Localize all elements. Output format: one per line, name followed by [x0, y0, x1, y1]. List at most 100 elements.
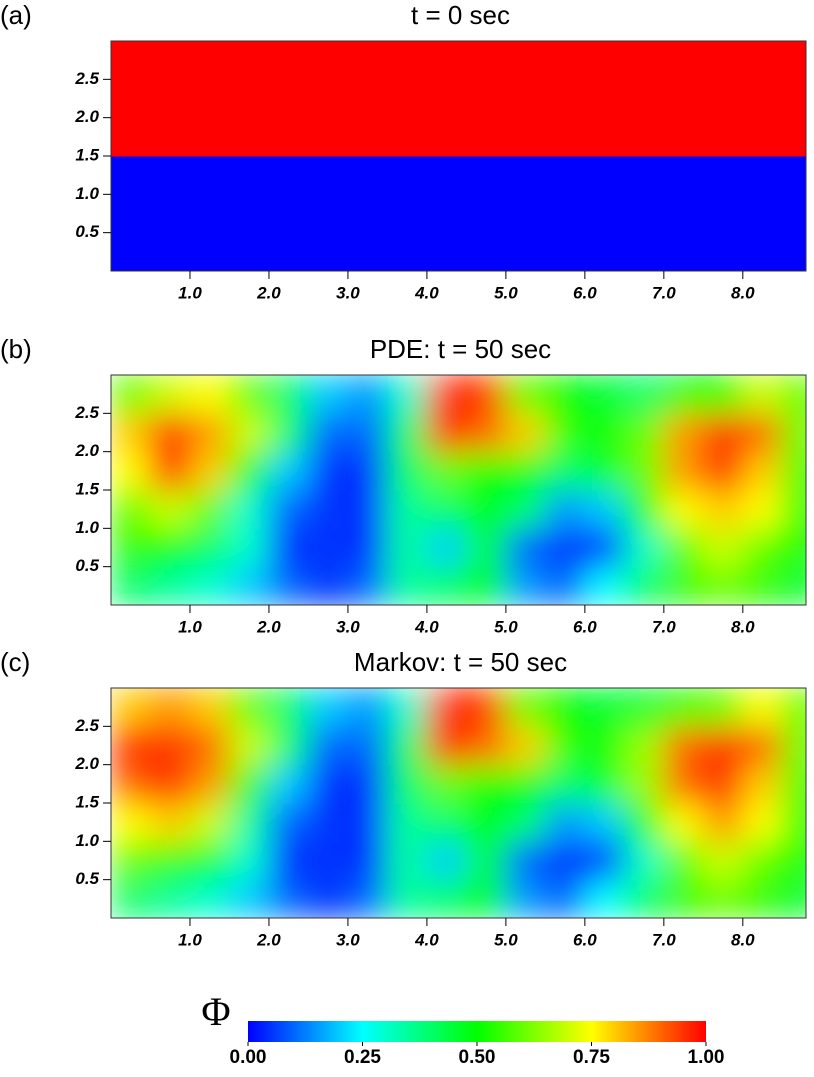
panel-label: (b) [0, 334, 32, 364]
cell [228, 155, 270, 195]
cell [781, 566, 806, 605]
cell [465, 117, 507, 157]
cell [189, 489, 230, 529]
cell [584, 527, 625, 568]
cell [505, 193, 546, 234]
x-tick-label: 3.0 [336, 617, 360, 636]
cell [228, 764, 270, 804]
cell [189, 193, 230, 234]
x-tick-label: 6.0 [573, 617, 597, 636]
cell [623, 489, 665, 529]
x-tick-label: 2.0 [256, 617, 281, 636]
cell [347, 489, 388, 529]
cell [544, 527, 586, 568]
cell [228, 375, 270, 414]
cell [111, 155, 151, 195]
cell [347, 840, 388, 881]
cell [465, 489, 507, 529]
y-tick-label: 1.5 [75, 479, 99, 498]
chart-title: Markov: t = 50 sec [354, 647, 567, 677]
cell [149, 802, 191, 842]
cell [111, 78, 151, 119]
y-tick-label: 1.0 [75, 184, 99, 203]
cell [189, 725, 230, 766]
panel-label: (a) [0, 0, 32, 30]
cell [702, 527, 744, 568]
cell [663, 489, 704, 529]
cell [111, 802, 151, 842]
cell [781, 193, 806, 234]
cell [623, 117, 665, 157]
cell [663, 527, 704, 568]
cell [111, 193, 151, 234]
cell [228, 41, 270, 80]
cell [544, 155, 586, 195]
cell [663, 117, 704, 157]
cell [742, 688, 783, 727]
y-tick-label: 2.5 [74, 403, 99, 422]
cell [426, 193, 467, 234]
cell [386, 193, 428, 234]
cell [702, 489, 744, 529]
cell [228, 527, 270, 568]
y-tick-label: 1.0 [75, 831, 99, 850]
cell [465, 527, 507, 568]
colorbar-tick-label: 0.75 [573, 1047, 610, 1068]
cell [702, 41, 744, 80]
cell [584, 688, 625, 727]
cell [111, 840, 151, 881]
cell [189, 566, 230, 605]
x-tick-label: 4.0 [414, 617, 439, 636]
cell [268, 688, 309, 727]
cell [111, 725, 151, 766]
cell [781, 375, 806, 414]
cell [584, 764, 625, 804]
y-tick-label: 0.5 [75, 556, 99, 575]
cell [189, 78, 230, 119]
cell [228, 802, 270, 842]
cell [742, 566, 783, 605]
colorbar-tick-label: 0.00 [230, 1047, 267, 1068]
cell [386, 155, 428, 195]
cell [465, 232, 507, 271]
cell [465, 566, 507, 605]
cell [228, 566, 270, 605]
cell [702, 840, 744, 881]
cell [742, 725, 783, 766]
cell [544, 451, 586, 491]
cell [584, 489, 625, 529]
cell [386, 41, 428, 80]
x-tick-label: 7.0 [652, 617, 676, 636]
cell [347, 117, 388, 157]
x-tick-label: 8.0 [731, 617, 755, 636]
cell [347, 155, 388, 195]
cell [149, 155, 191, 195]
cell [584, 879, 625, 918]
cell [111, 566, 151, 605]
cell [189, 764, 230, 804]
cell [702, 232, 744, 271]
cell [702, 566, 744, 605]
cell [386, 527, 428, 568]
colorbar-tick-label: 0.50 [459, 1047, 496, 1068]
y-tick-label: 0.5 [75, 222, 99, 241]
cell [307, 117, 349, 157]
cell [426, 78, 467, 119]
cell [268, 879, 309, 918]
cell [426, 802, 467, 842]
cell [702, 412, 744, 453]
cell [584, 375, 625, 414]
cell [268, 155, 309, 195]
field [111, 375, 806, 605]
cell [386, 879, 428, 918]
y-tick-label: 1.5 [75, 792, 99, 811]
cell [742, 802, 783, 842]
x-tick-label: 8.0 [731, 930, 755, 949]
cell [781, 412, 806, 453]
cell [623, 232, 665, 271]
x-tick-label: 1.0 [178, 930, 202, 949]
cell [781, 451, 806, 491]
cell [663, 802, 704, 842]
x-tick-label: 7.0 [652, 930, 676, 949]
x-tick-label: 2.0 [256, 283, 281, 302]
